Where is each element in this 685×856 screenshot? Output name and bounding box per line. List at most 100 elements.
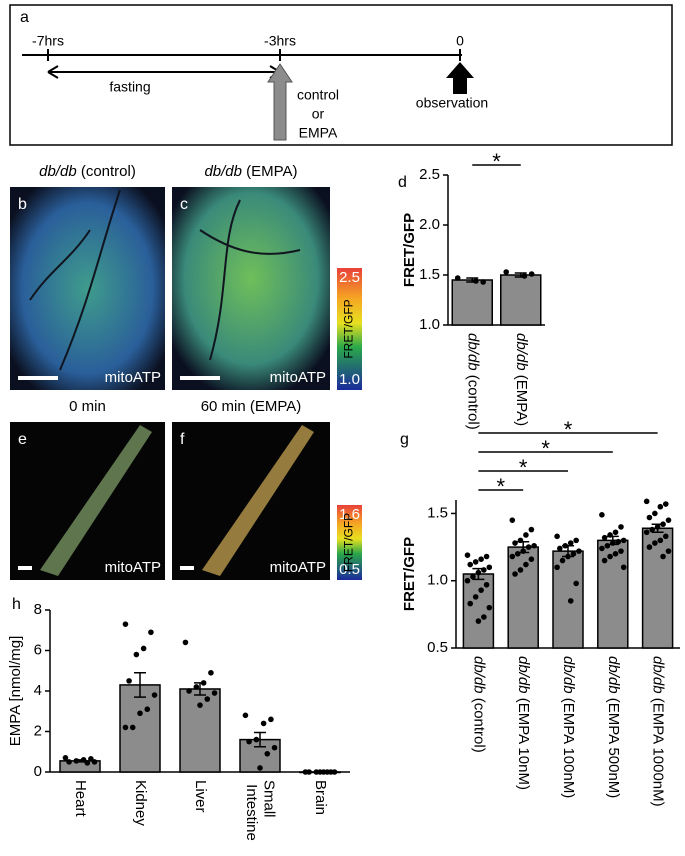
data-point	[528, 556, 535, 562]
data-point	[646, 514, 653, 521]
colorbar-label: FRET/GFP	[342, 513, 356, 572]
data-point	[246, 738, 252, 745]
data-point	[531, 542, 537, 549]
data-point	[208, 669, 214, 676]
time-label: -7hrs	[32, 33, 64, 49]
data-point	[599, 545, 605, 552]
image-title: db/db (control)	[39, 163, 136, 180]
colorbar-max: 1.6	[339, 506, 360, 523]
data-point	[525, 544, 532, 550]
bar	[451, 279, 493, 326]
data-point	[472, 559, 479, 565]
y-axis-label: FRET/GFP	[401, 213, 418, 287]
colorbar	[337, 505, 362, 580]
data-point	[662, 533, 669, 540]
y-axis-label: FRET/GFP	[401, 537, 418, 611]
bar	[507, 546, 539, 649]
y-tick-label: 1.0	[419, 316, 440, 333]
cell	[202, 425, 314, 576]
data-point	[186, 688, 192, 694]
data-point	[331, 769, 338, 775]
bar	[597, 539, 629, 649]
data-point	[620, 564, 627, 571]
data-point	[573, 580, 579, 587]
data-point	[514, 551, 521, 557]
data-point	[122, 724, 129, 731]
error-bar	[134, 672, 146, 698]
treatment-label: EMPA	[299, 125, 338, 141]
y-tick-label: 2.5	[419, 166, 440, 183]
y-tick-label: 0.5	[427, 639, 448, 656]
data-point	[618, 548, 624, 554]
treatment-label: or	[312, 106, 325, 122]
data-point	[306, 769, 312, 775]
y-tick-label: 1.5	[427, 504, 448, 521]
image-title: 60 min (EMPA)	[201, 398, 302, 415]
data-point	[317, 769, 323, 775]
panel-frame	[9, 4, 673, 146]
data-point	[562, 542, 569, 549]
image-label: mitoATP	[270, 369, 326, 386]
data-point	[509, 553, 516, 560]
time-label: 0	[456, 33, 464, 49]
data-point	[615, 538, 622, 545]
data-point	[483, 581, 490, 588]
data-point	[665, 517, 672, 523]
data-point	[264, 750, 271, 757]
data-point	[599, 512, 605, 518]
panel-label: h	[12, 596, 21, 613]
data-point	[486, 564, 493, 571]
data-point	[512, 540, 518, 546]
data-point	[84, 760, 91, 766]
data-point	[567, 598, 574, 604]
x-tick-label: db/db (EMPA)	[513, 333, 530, 426]
data-point	[521, 273, 528, 279]
data-point	[182, 639, 189, 646]
data-point	[517, 537, 524, 544]
data-point	[257, 765, 263, 771]
data-point	[660, 521, 666, 528]
panel-label: c	[180, 196, 188, 213]
image-label: mitoATP	[105, 369, 161, 386]
data-point	[576, 548, 582, 554]
y-tick-label: 4	[34, 682, 42, 699]
data-point	[193, 684, 200, 690]
data-point	[464, 552, 471, 558]
y-tick-label: 2	[34, 722, 42, 739]
data-point	[652, 510, 658, 517]
colorbar-max: 2.5	[339, 269, 360, 286]
y-tick-label: 1.5	[419, 266, 440, 283]
fasting-arrow	[47, 65, 281, 79]
data-point	[643, 498, 650, 505]
data-point	[91, 759, 98, 765]
y-tick-label: 6	[34, 641, 42, 658]
data-point	[567, 540, 574, 546]
x-tick-label: db/db (control)	[464, 333, 481, 430]
data-point	[133, 651, 140, 658]
data-point	[481, 614, 487, 620]
data-point	[565, 553, 571, 560]
data-point	[654, 524, 661, 530]
x-tick-label: Liver	[192, 780, 209, 813]
y-tick-label: 0	[34, 763, 42, 780]
observation-label: observation	[416, 95, 488, 111]
data-point	[554, 533, 560, 540]
data-point	[486, 604, 493, 611]
image	[172, 187, 330, 390]
data-point	[324, 769, 331, 775]
vessels	[29, 189, 301, 371]
data-point	[643, 529, 650, 536]
image-title: 0 min	[69, 398, 106, 415]
data-point	[649, 526, 655, 533]
data-point	[475, 618, 482, 624]
data-point	[483, 553, 490, 560]
significance-label: *	[519, 455, 528, 480]
data-point	[144, 706, 151, 713]
panel-label: a	[20, 9, 29, 26]
panel-label: f	[180, 431, 185, 448]
scale-bar	[18, 566, 32, 570]
data-point	[509, 517, 516, 523]
x-tick-label: Small Intestine	[243, 780, 277, 841]
x-tick-label: db/db (control)	[470, 656, 487, 753]
